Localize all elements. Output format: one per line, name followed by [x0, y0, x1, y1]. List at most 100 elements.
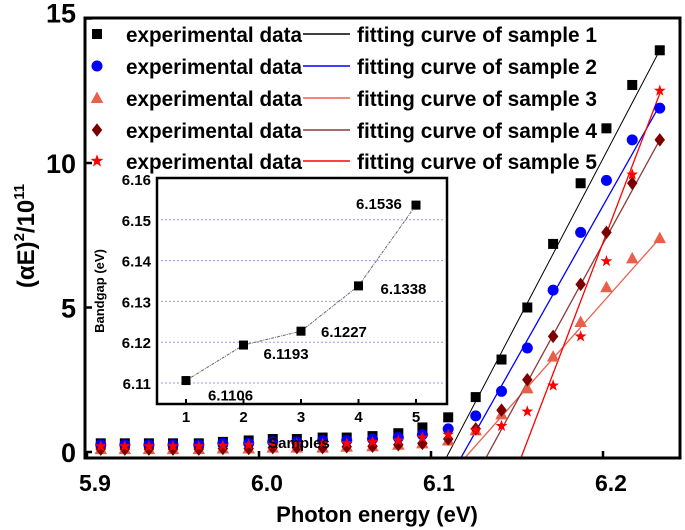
legend-label-fit: fitting curve of sample 1 [357, 24, 597, 47]
data-point-square [443, 412, 454, 423]
inset-data-label: 6.1193 [264, 346, 309, 363]
inset-x-axis-label: Samples [268, 435, 330, 452]
legend-label-fit: fitting curve of sample 3 [357, 88, 597, 111]
data-point-star [118, 440, 131, 452]
inset-data-label: 6.1338 [381, 281, 427, 298]
inset-y-tick-label: 6.16 [122, 172, 151, 189]
data-point-triangle [546, 350, 560, 362]
inset-y-tick-label: 6.14 [122, 254, 152, 271]
inset-data-point [296, 326, 306, 336]
legend-label-fit: fitting curve of sample 5 [357, 151, 597, 174]
data-point-star [290, 437, 303, 449]
inset-data-label: 6.1536 [356, 196, 402, 213]
data-point-triangle [574, 315, 587, 327]
inset-x-tick-label: 1 [182, 409, 190, 426]
data-point-circle [470, 410, 482, 422]
fit-line-sample-2 [460, 104, 661, 458]
inset-data-point [181, 376, 191, 386]
data-point-star [392, 434, 405, 446]
data-point-triangle [625, 251, 639, 264]
y-axis-label-part: /10 [13, 200, 40, 233]
legend-label-experimental: experimental data [126, 120, 302, 143]
data-point-square [548, 238, 559, 249]
data-point-diamond [547, 329, 559, 344]
x-axis-label: Photon energy (eV) [276, 502, 478, 527]
data-point-triangle [653, 231, 667, 244]
legend-label-fit: fitting curve of sample 4 [357, 120, 597, 143]
y-axis-label-part: 11 [11, 184, 28, 200]
inset-data-label: 6.1227 [321, 324, 367, 341]
plot-frame [83, 16, 682, 460]
data-point-diamond [496, 403, 507, 417]
data-point-diamond [442, 432, 454, 446]
data-point-star [242, 438, 255, 450]
data-point-star [192, 440, 205, 452]
inset-y-axis-label: Bandgap (eV) [92, 249, 107, 333]
data-point-square [470, 392, 481, 403]
y-tick-label: 15 [46, 0, 76, 29]
data-point-circle [496, 385, 508, 397]
inset-x-tick-label: 2 [239, 409, 247, 426]
data-point-diamond [317, 440, 328, 455]
data-point-star [600, 255, 613, 267]
inset-x-tick-label: 5 [412, 409, 420, 426]
data-point-star [574, 330, 587, 342]
data-point-star [469, 424, 482, 436]
legend-marker-diamond [91, 123, 103, 137]
legend-marker-circle [91, 60, 103, 72]
data-point-star [547, 379, 559, 391]
data-point-star [94, 440, 107, 452]
data-point-star [495, 419, 508, 431]
legend-marker-square [92, 29, 102, 39]
data-point-circle [600, 174, 612, 186]
y-tick-label: 10 [46, 149, 76, 179]
x-tick-label: 6.1 [423, 470, 455, 496]
legend-label-fit: fitting curve of sample 2 [357, 56, 597, 79]
x-tick-label: 6.2 [595, 470, 627, 496]
fit-line-sample-3 [463, 237, 661, 458]
inset-y-tick-label: 6.12 [122, 335, 151, 352]
data-point-circle [547, 284, 559, 296]
data-point-circle [521, 342, 533, 354]
legend-marker-triangle [90, 91, 104, 103]
data-point-star [626, 168, 639, 180]
fit-line-sample-5 [520, 93, 661, 458]
data-point-circle [654, 102, 666, 114]
data-point-square [627, 79, 638, 90]
fit-line-sample-4 [485, 139, 661, 458]
data-point-triangle [600, 280, 613, 293]
y-tick-label: 0 [61, 438, 76, 468]
data-point-star [442, 428, 455, 440]
data-point-star [653, 84, 666, 96]
inset-x-tick-label: 3 [297, 409, 305, 426]
inset-x-tick-label: 4 [354, 409, 363, 426]
data-point-star [416, 431, 429, 443]
data-point-triangle [521, 381, 534, 394]
inset-y-tick-label: 6.15 [122, 213, 151, 230]
data-point-star [521, 405, 534, 417]
data-point-star [217, 439, 229, 451]
x-tick-label: 6.0 [251, 470, 283, 496]
y-axis-label-part: (αE) [13, 241, 40, 288]
inset-y-tick-label: 6.11 [123, 376, 151, 393]
data-point-square [654, 45, 665, 56]
inset-chart: 6.11 6.12 6.13 6.14 6.15 6.16 6.1106 6.1193 6.12… [92, 172, 449, 452]
fit-line-sample-1 [445, 50, 661, 458]
data-point-star [266, 438, 279, 450]
legend-label-experimental: experimental data [126, 88, 302, 111]
data-point-square [522, 302, 533, 313]
legend: experimental data fitting curve of sample… [90, 24, 597, 174]
data-point-square [575, 178, 586, 189]
inset-data-point [239, 340, 248, 350]
inset-data-point [354, 281, 363, 291]
data-point-diamond [393, 438, 404, 452]
data-point-circle [575, 226, 587, 238]
data-point-square [417, 422, 428, 433]
data-point-star [167, 440, 179, 452]
y-axis-label-part: 2 [11, 233, 28, 241]
data-point-diamond [601, 225, 612, 240]
inset-data-point [411, 200, 421, 210]
x-tick-label: 5.9 [79, 470, 111, 496]
